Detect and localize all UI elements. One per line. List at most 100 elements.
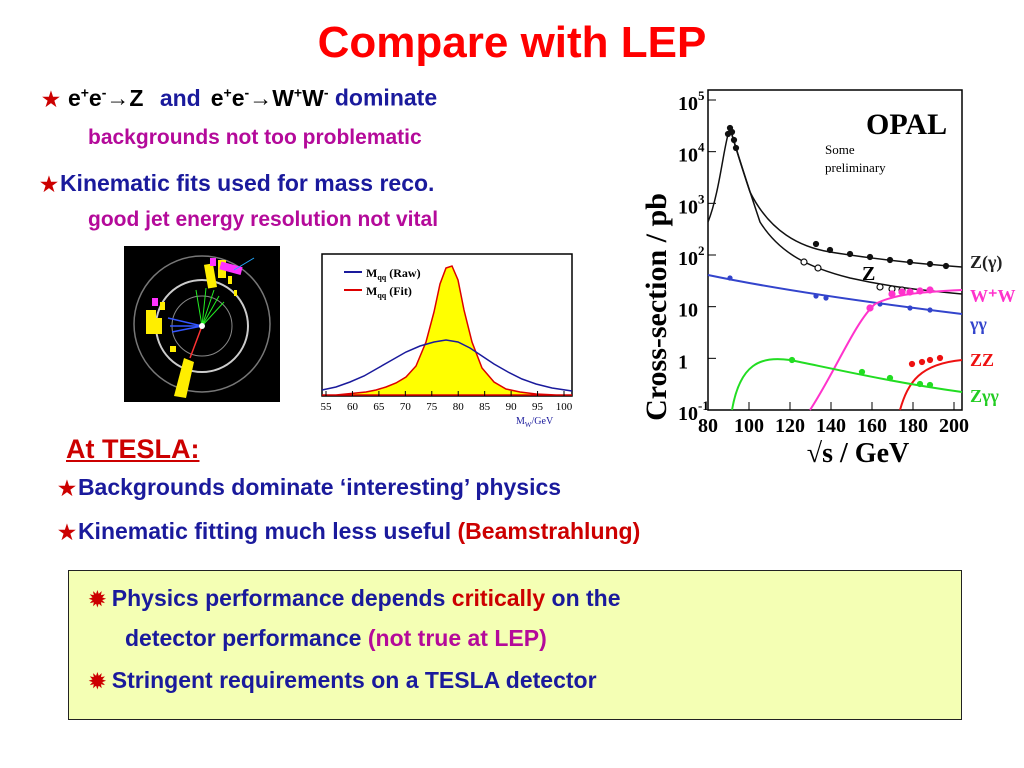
data-marker [926, 286, 934, 294]
data-marker [730, 136, 738, 144]
process-ee-to-z: e+e-→Z [67, 84, 144, 111]
data-marker [907, 305, 913, 311]
tesla-bullet-1: ★Backgrounds dominate ‘interesting’ phys… [58, 474, 561, 501]
mass-xtick: 60 [347, 401, 359, 413]
xsec-ytick: 102 [678, 243, 705, 270]
data-marker [800, 258, 808, 266]
data-marker [812, 240, 820, 248]
mass-xtick: 75 [426, 401, 438, 413]
mass-xtick: 85 [479, 401, 491, 413]
cross-section-plot: Cross-section / pb OPAL Some preliminary… [640, 88, 1016, 469]
xsec-xtick: 180 [898, 415, 928, 437]
data-marker [936, 354, 944, 362]
data-marker [908, 360, 916, 368]
bullet2-subtext: good jet energy resolution not vital [88, 208, 439, 231]
data-marker [732, 144, 740, 152]
curve-zz [899, 359, 963, 411]
tesla-bullet-2: ★Kinematic fitting much less useful (Bea… [58, 518, 640, 545]
legend-fit: Mqq (Fit) [366, 284, 412, 300]
xsec-ytick: 105 [678, 88, 705, 115]
mass-xtick: 65 [373, 401, 385, 413]
sun-bullet-icon: ✹ [89, 671, 106, 693]
data-marker [927, 307, 933, 313]
summary-box: ✹ Physics performance depends critically … [68, 570, 962, 720]
mass-xlabel: MW/GeV [516, 416, 554, 429]
data-marker [916, 287, 924, 295]
data-marker [886, 256, 894, 264]
data-marker [823, 295, 829, 301]
data-marker [846, 250, 854, 258]
curve-z-gamma [707, 125, 963, 268]
opal-logo: OPAL [866, 108, 947, 141]
star-bullet-icon: ★ [42, 88, 60, 111]
xsec-ytick: 10 [678, 300, 698, 322]
xsec-legend-entry: Zγγ [970, 386, 999, 406]
xsec-ytick: 10-1 [678, 398, 709, 425]
process-ee-to-ww: e+e-→W+W- [210, 84, 329, 111]
data-marker [906, 258, 914, 266]
data-marker [926, 260, 934, 268]
legend-raw: Mqq (Raw) [366, 266, 421, 282]
curve-ww [809, 289, 963, 411]
xsec-xtick: 100 [734, 415, 764, 437]
xsec-legend-entry: ZZ [970, 350, 994, 370]
star-bullet-icon: ★ [40, 174, 58, 196]
xsec-xtick: 160 [857, 415, 887, 437]
xsec-legend-entry: γγ [969, 314, 987, 334]
xsec-xtick: 200 [939, 415, 969, 437]
data-marker [727, 275, 733, 281]
data-marker [813, 293, 819, 299]
tesla-bullet-2-text: Kinematic fitting much less useful [77, 518, 452, 544]
raw-histogram-line [321, 339, 573, 392]
bullet-lep-processes: ★ e+e-→Z and e+e-→W+W- dominate [42, 84, 437, 112]
data-marker [942, 262, 950, 270]
summary-line-1: ✹ Physics performance depends critically … [89, 585, 621, 611]
page-title: Compare with LEP [317, 18, 707, 67]
data-marker [858, 368, 866, 376]
data-marker [918, 358, 926, 366]
mass-xtick: 95 [532, 401, 544, 413]
summary-line-2: detector performance (not true at LEP) [125, 625, 547, 651]
data-marker [906, 288, 914, 296]
data-marker [728, 128, 736, 136]
data-marker [866, 253, 874, 261]
beamstrahlung-text: (Beamstrahlung) [457, 518, 641, 544]
xsec-ytick: 103 [678, 191, 705, 218]
bullet-kinematic-fits: ★Kinematic fits used for mass reco. [40, 170, 434, 197]
mass-xtick: 70 [400, 401, 412, 413]
mass-xtick: 80 [453, 401, 465, 413]
fit-histogram-fill [322, 265, 572, 396]
mass-xtick: 90 [506, 401, 517, 413]
z-curve-label: Z [862, 263, 875, 285]
note-line-1: Some [825, 142, 855, 157]
xsec-ytick: 1 [678, 351, 688, 373]
data-marker [876, 283, 884, 291]
xsec-xlabel: √s / GeV [807, 438, 909, 469]
star-bullet-icon: ★ [58, 522, 76, 544]
data-marker [814, 264, 822, 272]
sun-bullet-icon: ✹ [89, 589, 106, 611]
summary-line-3: ✹ Stringent requirements on a TESLA detec… [89, 667, 597, 693]
xsec-xtick: 120 [775, 415, 805, 437]
mass-xtick: 55 [321, 401, 333, 413]
star-bullet-icon: ★ [58, 478, 76, 500]
tesla-heading: At TESLA: [66, 434, 200, 464]
data-marker [788, 356, 796, 364]
data-marker [926, 381, 934, 389]
xsec-legend-entry: Z(γ) [970, 252, 1002, 273]
tesla-bullet-1-text: Backgrounds dominate ‘interesting’ physi… [77, 474, 562, 500]
data-marker [886, 374, 894, 382]
xsec-ytick: 104 [678, 140, 705, 167]
data-marker [898, 288, 906, 296]
data-marker [888, 290, 896, 298]
xsec-ylabel: Cross-section / pb [640, 193, 673, 421]
bullet2-text: Kinematic fits used for mass reco. [59, 170, 435, 196]
note-line-2: preliminary [825, 160, 886, 175]
event-display-image [124, 246, 280, 402]
xsec-xtick: 140 [816, 415, 846, 437]
xsec-legend-entry: W⁺W [970, 286, 1016, 306]
and-word: and [159, 84, 201, 111]
mass-histogram: Mqq (Raw) Mqq (Fit) 55 60 65 70 75 80 85 90 95 10… [321, 253, 573, 429]
data-marker [866, 304, 874, 312]
xsec-xtick: 80 [698, 415, 718, 437]
